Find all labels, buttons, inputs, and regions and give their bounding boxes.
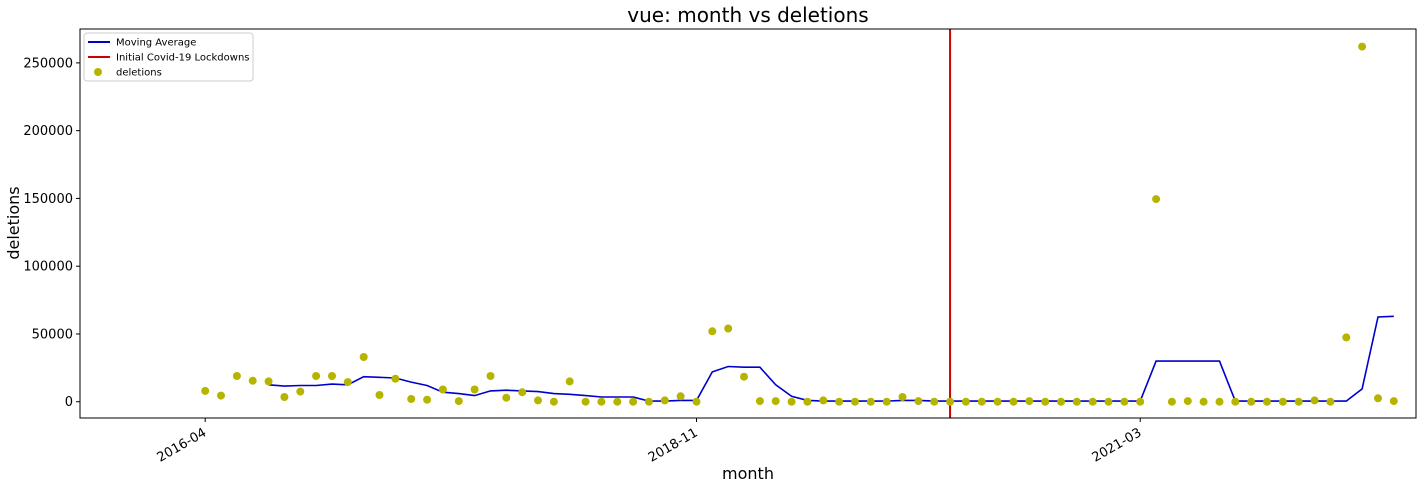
chart-title: vue: month vs deletions — [627, 3, 868, 27]
deletions-point — [755, 397, 764, 406]
deletions-point — [454, 397, 463, 406]
deletions-point — [359, 353, 368, 361]
deletions-point — [597, 397, 606, 406]
deletions-point — [692, 397, 701, 406]
deletions-point — [549, 397, 558, 406]
deletions-point — [1041, 397, 1050, 406]
deletions-point — [1247, 397, 1256, 406]
deletions-point — [407, 395, 416, 403]
deletions-point — [1057, 397, 1065, 406]
deletions-point — [1278, 397, 1287, 406]
deletions-point — [1088, 397, 1097, 406]
deletions-point — [1231, 397, 1240, 406]
deletions-point — [502, 393, 511, 402]
deletions-point — [787, 397, 796, 406]
deletions-point — [264, 377, 273, 386]
deletions-point — [375, 391, 384, 399]
deletions-point — [1342, 333, 1351, 342]
deletions-point — [708, 327, 717, 336]
deletions-point — [1104, 397, 1113, 406]
deletions-point — [819, 396, 828, 405]
deletions-point — [1263, 397, 1271, 406]
deletions-point — [771, 397, 780, 406]
deletions-point — [565, 377, 574, 386]
y-tick-label: 200000 — [23, 124, 73, 139]
legend-marker-swatch — [94, 68, 102, 76]
x-axis-title: month — [722, 464, 774, 483]
deletions-point — [835, 397, 844, 406]
deletions-point — [470, 385, 479, 394]
deletions-point — [961, 397, 970, 406]
y-tick-label: 250000 — [23, 56, 73, 71]
deletions-point — [280, 393, 289, 401]
deletions-point — [534, 396, 542, 405]
deletions-point — [1358, 42, 1367, 51]
deletions-point — [1326, 397, 1335, 406]
deletions-point — [914, 397, 923, 406]
deletions-point — [898, 393, 907, 401]
deletions-point — [343, 378, 352, 387]
deletions-point — [803, 397, 812, 406]
deletions-point — [1294, 397, 1303, 406]
deletions-point — [851, 397, 859, 406]
deletions-point — [201, 386, 210, 395]
deletions-point — [1072, 397, 1081, 406]
deletions-point — [438, 385, 447, 394]
deletions-point — [312, 372, 321, 380]
deletions-point — [866, 397, 875, 406]
deletions-point — [232, 372, 241, 380]
y-tick-label: 0 — [65, 395, 73, 410]
deletions-point — [724, 324, 733, 333]
deletions-point — [1167, 397, 1176, 406]
legend-box — [83, 32, 254, 82]
deletions-point — [486, 372, 495, 380]
y-tick-label: 100000 — [23, 260, 73, 275]
y-axis-title: deletions — [4, 186, 23, 259]
deletions-point — [1310, 396, 1319, 405]
deletions-point — [1215, 397, 1224, 406]
deletions-point — [613, 397, 622, 406]
deletions-point — [217, 391, 225, 400]
deletions-point — [676, 392, 685, 401]
deletions-point — [296, 387, 305, 396]
deletions-point — [1009, 397, 1018, 406]
plot-frame — [79, 28, 1417, 419]
legend-label: Initial Covid-19 Lockdowns — [116, 53, 250, 64]
legend: Moving Average Initial Covid-19 Lockdowns… — [83, 32, 254, 82]
deletions-point — [1389, 397, 1398, 406]
plot-area — [201, 29, 1398, 418]
deletions-point — [1152, 195, 1161, 204]
deletions-point — [644, 397, 653, 406]
deletions-point — [629, 397, 638, 406]
deletions-point — [1183, 397, 1192, 406]
deletions-point — [1374, 394, 1382, 403]
deletions-point — [930, 397, 939, 406]
deletions-point — [248, 376, 257, 385]
legend-label: Moving Average — [116, 38, 196, 49]
deletions-point — [328, 372, 336, 380]
deletions-point — [740, 372, 748, 381]
deletions-point — [660, 396, 669, 405]
deletions-point — [518, 388, 527, 397]
deletions-point — [391, 374, 400, 383]
deletions-point — [993, 397, 1002, 406]
deletions-point — [977, 397, 986, 406]
deletions-point — [946, 397, 955, 406]
legend-label: deletions — [116, 68, 162, 79]
deletions-point — [1025, 397, 1034, 406]
moving-average-line — [268, 315, 1394, 402]
y-tick-label: 150000 — [23, 192, 73, 207]
deletions-point — [1120, 397, 1129, 406]
deletions-point — [1136, 397, 1145, 406]
y-tick-label: 50000 — [32, 327, 73, 342]
deletions-point — [1199, 397, 1208, 406]
deletions-point — [581, 397, 590, 406]
deletions-point — [882, 397, 891, 406]
deletions-point — [423, 395, 432, 404]
